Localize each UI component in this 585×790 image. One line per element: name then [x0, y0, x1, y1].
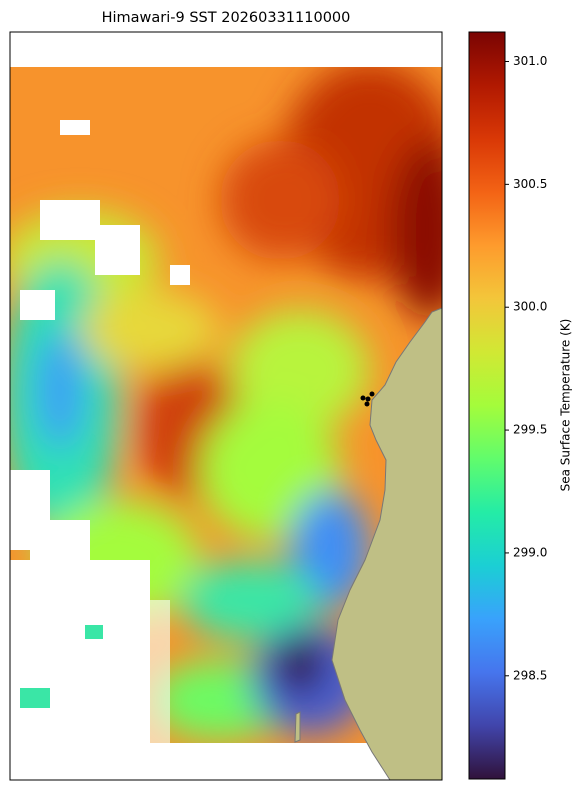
sst-field — [10, 67, 442, 743]
colorbar-tick-label: 301.0 — [513, 54, 547, 68]
colorbar-tick-label: 300.5 — [513, 177, 547, 191]
colorbar-tick-label: 299.0 — [513, 545, 547, 559]
map-frame — [9, 31, 443, 781]
colorbar-label: Sea Surface Temperature (K) — [559, 319, 573, 492]
stations — [360, 391, 375, 407]
colorbar-tick-label: 299.5 — [513, 423, 547, 437]
colorbar-tick-label: 300.0 — [513, 300, 547, 314]
land — [331, 307, 443, 781]
island — [294, 711, 301, 743]
colorbar — [468, 31, 506, 780]
map-title: Himawari-9 SST 20260331110000 — [102, 10, 351, 26]
colorbar-tick-label: 298.5 — [513, 668, 547, 682]
